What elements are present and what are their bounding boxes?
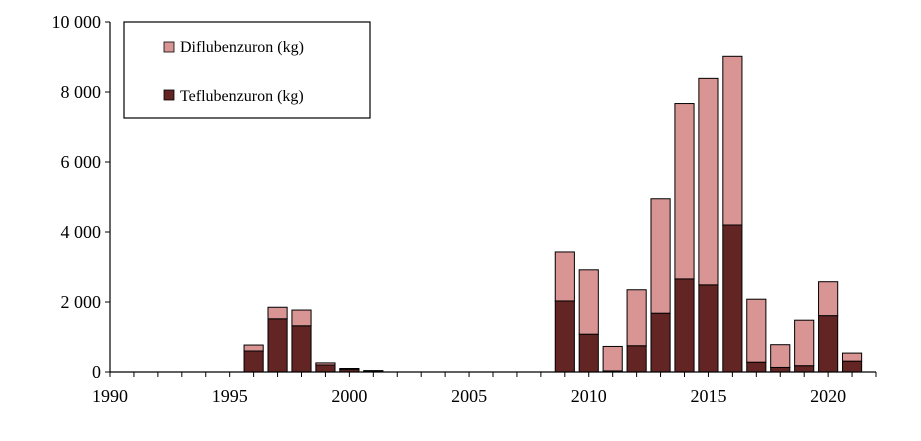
bar-teflubenzuron-2019 — [794, 365, 815, 373]
bar-teflubenzuron-2009 — [554, 300, 575, 373]
legend-swatch-diflubenzuron — [163, 41, 175, 53]
axes-group — [105, 21, 877, 377]
bar-diflubenzuron-1997 — [267, 306, 288, 320]
x-tick-label: 1995 — [212, 386, 248, 406]
bar-diflubenzuron-2018 — [770, 344, 791, 368]
bar-diflubenzuron-2012 — [626, 289, 647, 347]
bar-teflubenzuron-2021 — [841, 360, 863, 373]
bar-diflubenzuron-1996 — [243, 344, 264, 352]
y-tick-label: 4 000 — [61, 222, 102, 242]
x-tick-label: 1990 — [92, 386, 128, 406]
bar-teflubenzuron-2012 — [626, 345, 647, 373]
y-tick-label: 8 000 — [61, 82, 102, 102]
bar-teflubenzuron-1998 — [291, 325, 312, 373]
bar-diflubenzuron-2015 — [698, 77, 719, 286]
bar-diflubenzuron-2017 — [746, 298, 767, 363]
bar-diflubenzuron-2010 — [578, 269, 599, 335]
bar-diflubenzuron-2011 — [602, 345, 623, 372]
bar-teflubenzuron-2014 — [674, 278, 695, 373]
bar-diflubenzuron-1999 — [315, 362, 336, 366]
bar-teflubenzuron-2017 — [746, 361, 767, 373]
x-tick-label: 2010 — [571, 386, 607, 406]
y-tick-label: 0 — [92, 362, 101, 382]
x-tick-label: 2005 — [451, 386, 487, 406]
legend-label-teflubenzuron: Teflubenzuron (kg) — [180, 88, 304, 105]
bar-teflubenzuron-2015 — [698, 284, 719, 373]
bar-teflubenzuron-1996 — [243, 350, 264, 373]
y-tick-label: 10 000 — [52, 12, 102, 32]
bar-diflubenzuron-2021 — [841, 352, 863, 362]
y-tick-label: 2 000 — [61, 292, 102, 312]
bar-teflubenzuron-2013 — [650, 312, 671, 373]
legend-box — [123, 21, 371, 119]
bar-diflubenzuron-2001 — [363, 370, 384, 372]
bar-diflubenzuron-2013 — [650, 198, 671, 314]
bar-diflubenzuron-2019 — [794, 319, 815, 367]
bar-teflubenzuron-1999 — [315, 364, 336, 373]
bar-diflubenzuron-2020 — [818, 281, 839, 317]
bar-teflubenzuron-1997 — [267, 318, 288, 373]
bar-teflubenzuron-2018 — [770, 366, 791, 373]
bar-teflubenzuron-2016 — [722, 224, 743, 373]
x-tick-label: 2015 — [690, 386, 726, 406]
x-tick-label: 2020 — [810, 386, 846, 406]
legend-swatch-teflubenzuron — [163, 89, 175, 101]
bar-teflubenzuron-2010 — [578, 333, 599, 373]
bar-diflubenzuron-2000 — [339, 368, 360, 371]
y-tick-labels: 0 2 000 4 000 6 000 8 000 10 000 — [52, 12, 102, 382]
bar-diflubenzuron-1998 — [291, 309, 312, 327]
bar-diflubenzuron-2009 — [554, 251, 575, 302]
y-tick-label: 6 000 — [61, 152, 102, 172]
bar-diflubenzuron-2016 — [722, 55, 743, 226]
bars-group — [243, 55, 863, 373]
bar-diflubenzuron-2014 — [674, 103, 695, 280]
bar-teflubenzuron-2020 — [818, 315, 839, 373]
x-tick-labels: 1990 1995 2000 2005 2010 2015 2020 — [92, 386, 846, 406]
legend-label-diflubenzuron: Diflubenzuron (kg) — [180, 39, 304, 56]
x-tick-label: 2000 — [331, 386, 367, 406]
legend: Diflubenzuron (kg) Teflubenzuron (kg) — [123, 21, 371, 119]
